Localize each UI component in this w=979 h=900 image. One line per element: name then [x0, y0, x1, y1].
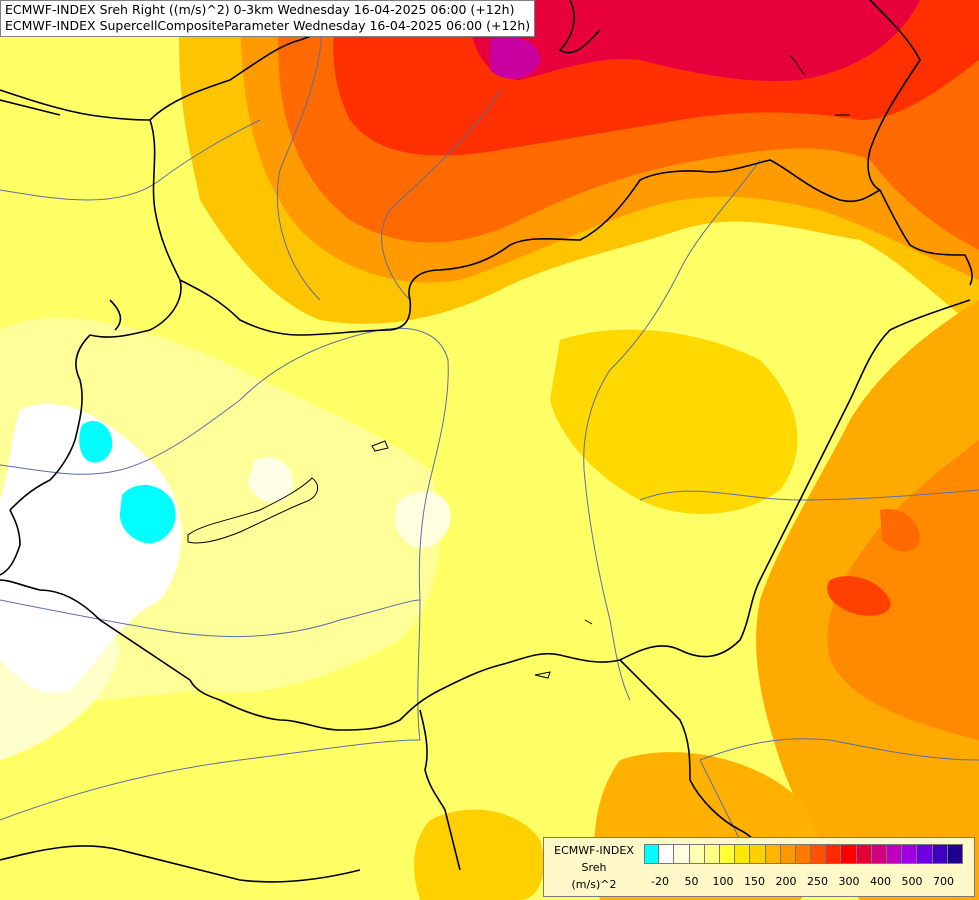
legend-swatch	[735, 844, 751, 864]
border-danube-loop	[109, 299, 122, 331]
legend-swatch	[689, 844, 705, 864]
yellow-orange-center	[550, 329, 798, 514]
magenta-spot-north	[490, 36, 540, 79]
legend-tick-label: 100	[712, 875, 734, 888]
lake-balaton	[187, 477, 319, 544]
legend-swatch	[841, 844, 857, 864]
border-west-slovenia	[0, 509, 21, 576]
crimson-region-north	[469, 0, 920, 81]
dark-orange-region-east	[827, 440, 979, 740]
river-south-1	[0, 739, 421, 821]
legend-tick-label: 700	[933, 875, 954, 888]
legend-source: ECMWF-INDEX	[554, 844, 634, 857]
river-west-1	[0, 119, 261, 201]
legend-swatch	[719, 844, 736, 864]
border-slovakia-hungary	[179, 159, 881, 336]
legend-swatch	[811, 844, 827, 864]
cyan-spot-2	[119, 484, 176, 544]
small-outline-mid	[584, 619, 593, 625]
legend-tick-label: 250	[807, 875, 828, 888]
legend-unit: (m/s)^2	[571, 878, 617, 891]
legend-swatch	[795, 844, 812, 864]
border-ukraine-romania	[879, 189, 973, 286]
title-line-2: ECMWF-INDEX SupercellCompositeParameter …	[5, 18, 531, 33]
river-north-2	[381, 89, 501, 301]
legend-swatch	[917, 844, 933, 864]
legend-swatch	[932, 844, 948, 864]
legend-swatch	[947, 844, 963, 864]
border-west-czech	[0, 99, 61, 116]
legend-tick-label: -20	[651, 875, 669, 888]
legend-swatch	[674, 844, 690, 864]
legend-swatch	[902, 844, 918, 864]
legend-swatch	[856, 844, 872, 864]
legend-ticks: -20 50 100 150 200 250 300 400 500 700	[644, 875, 974, 889]
orange-region-south	[414, 809, 544, 900]
legend-swatch	[659, 844, 675, 864]
legend-swatch	[826, 844, 842, 864]
legend-tick-label: 50	[684, 875, 699, 888]
river-tisza	[583, 159, 761, 701]
border-north-top	[558, 0, 601, 54]
legend-swatches	[644, 844, 963, 864]
border-south-hungary	[189, 652, 621, 731]
legend-swatch	[871, 844, 887, 864]
legend-variable: Sreh	[581, 861, 607, 874]
title-line-1: ECMWF-INDEX Sreh Right ((m/s)^2) 0-3km W…	[5, 2, 515, 17]
rivers	[0, 0, 979, 881]
country-borders	[0, 0, 973, 883]
legend-swatch	[750, 844, 766, 864]
legend-swatch	[780, 844, 796, 864]
river-west-2	[0, 599, 421, 638]
border-west-north	[0, 89, 182, 338]
border-croatia-south	[0, 845, 361, 883]
legend-swatch	[887, 844, 903, 864]
legend-tick-label: 150	[744, 875, 765, 888]
small-outline-south	[534, 671, 551, 679]
legend-tick-label: 500	[901, 875, 923, 888]
misc-outlines	[534, 54, 850, 679]
small-lake	[371, 440, 389, 452]
river-north-1	[276, 0, 323, 301]
small-outline-ne-1	[789, 54, 806, 76]
river-danube	[0, 327, 449, 741]
orange-spot-east	[880, 509, 920, 552]
color-legend: ECMWF-INDEX Sreh (m/s)^2 -20 50 100 150 200 2…	[543, 837, 975, 897]
red-spot-east	[827, 576, 891, 616]
legend-swatch	[765, 844, 781, 864]
white-region-west	[0, 403, 182, 693]
river-east-2	[699, 738, 979, 761]
legend-tick-label: 400	[870, 875, 891, 888]
legend-tick-label: 300	[838, 875, 860, 888]
border-east-hungary	[619, 299, 971, 661]
border-west-austria	[9, 334, 91, 511]
legend-swatch	[704, 844, 720, 864]
cyan-spot-1	[79, 420, 113, 463]
pale-patch-lake	[248, 457, 293, 503]
map-title-box: ECMWF-INDEX Sreh Right ((m/s)^2) 0-3km W…	[0, 0, 536, 37]
border-croatia-serbia	[419, 709, 461, 871]
legend-swatch	[644, 844, 660, 864]
border-austria-hungary	[0, 579, 191, 681]
legend-tick-label: 200	[775, 875, 797, 888]
border-northeast	[867, 0, 921, 191]
